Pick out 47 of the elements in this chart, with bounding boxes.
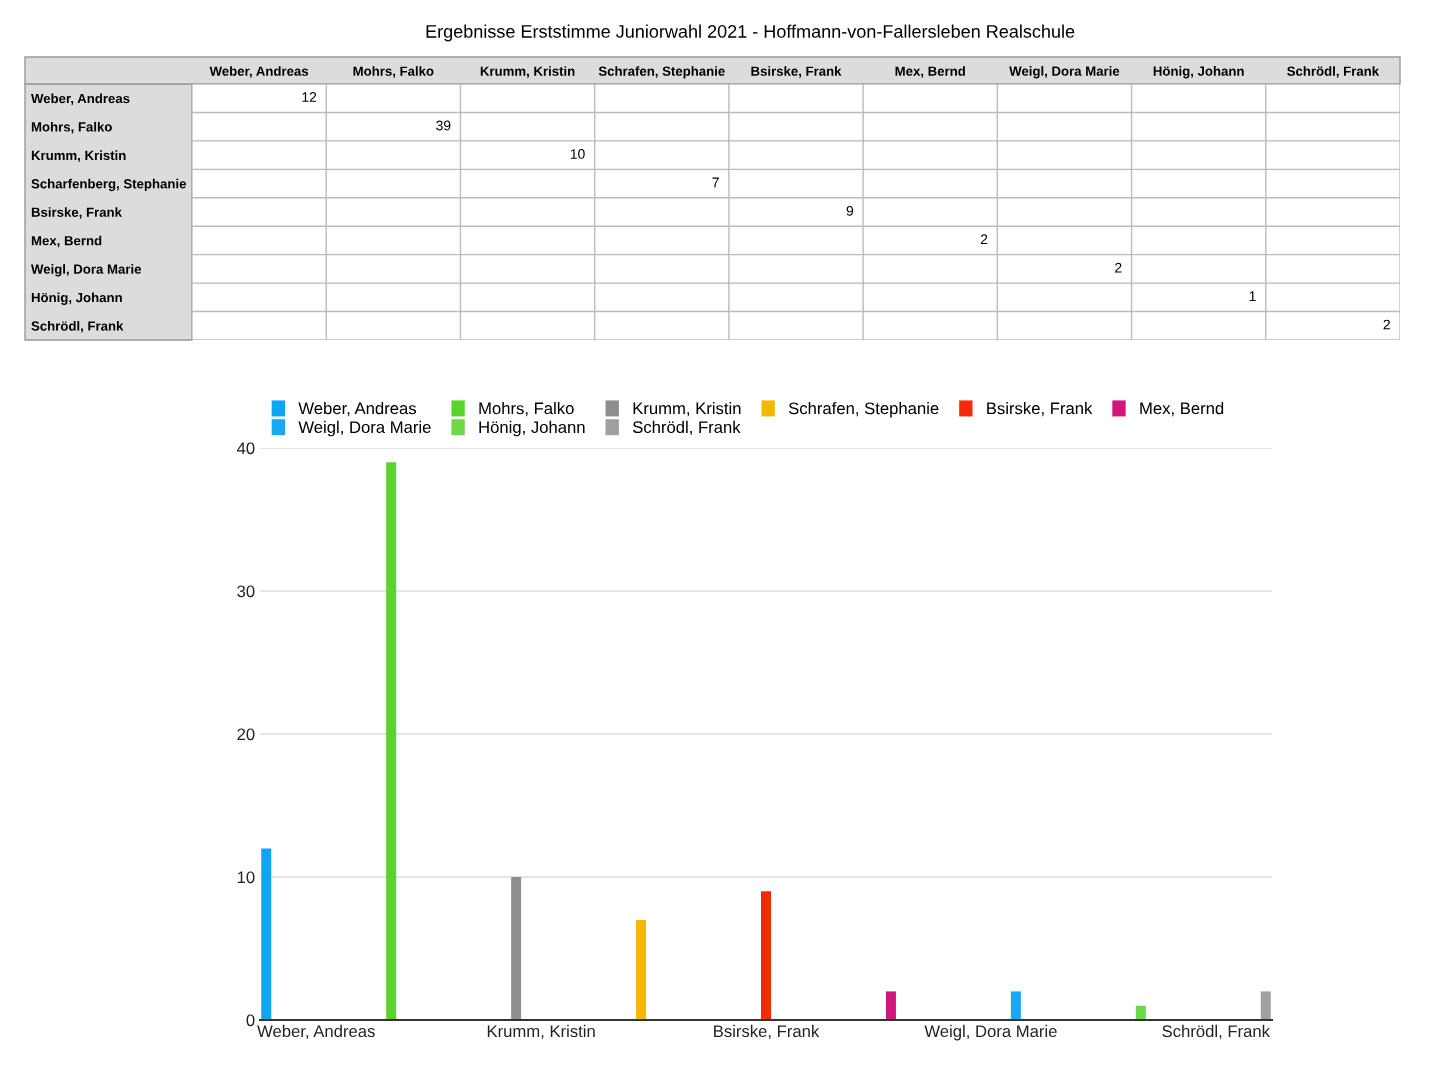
data-label: 2: [1115, 262, 1122, 273]
legend-label: Mex, Bernd: [1140, 402, 1224, 417]
data-label: 10: [570, 149, 585, 159]
y-tick-label: 10: [237, 871, 255, 884]
data-label: 2: [1383, 319, 1390, 330]
chart-title: Ergebnisse Erststimme Juniorwahl 2021 - Hoffmann-von-Fallersleben Realschule: [426, 24, 1075, 42]
x-tick-label: Schrödl, Frank: [1287, 66, 1380, 78]
y-tick-label: 30: [237, 585, 255, 598]
x-tick-label: Mex, Bernd: [895, 66, 965, 78]
x-tick-label: Schrödl, Frank: [1162, 1024, 1270, 1040]
x-tick-label: Bsirske, Frank: [714, 1024, 820, 1040]
y-tick-label: Weigl, Dora Marie: [31, 264, 142, 277]
x-tick-label: Weigl, Dora Marie: [924, 1024, 1057, 1041]
legend-label: Weber, Andreas: [298, 402, 417, 417]
data-label: 1: [1249, 291, 1256, 301]
y-tick-label: 40: [236, 442, 255, 455]
y-tick-label: 20: [237, 728, 255, 741]
legend-label: Schrafen, Stephanie: [788, 402, 939, 418]
y-tick-label: Mohrs, Falko: [31, 121, 112, 134]
x-tick-label: Weber, Andreas: [257, 1024, 375, 1040]
y-tick-label: Schrödl, Frank: [31, 321, 124, 333]
y-tick-label: Bsirske, Frank: [31, 207, 122, 219]
x-tick-label: Krumm, Kristin: [487, 1024, 595, 1040]
y-tick-label: Mex, Bernd: [31, 235, 102, 248]
x-tick-label: Krumm, Kristin: [480, 66, 575, 78]
legend-label: Mohrs, Falko: [479, 402, 574, 417]
y-tick-label: Weber, Andreas: [31, 93, 130, 106]
legend-label: Bsirske, Frank: [987, 402, 1093, 417]
y-tick-label: Krumm, Kristin: [31, 150, 126, 162]
data-label: 9: [846, 205, 854, 216]
x-tick-label: Schrafen, Stephanie: [598, 66, 725, 79]
legend-label: Hönig, Johann: [479, 420, 585, 437]
legend-label: Krumm, Kristin: [633, 402, 741, 417]
data-label: 7: [712, 177, 719, 188]
data-label: 39: [436, 120, 451, 131]
legend-label: Schrödl, Frank: [632, 420, 741, 436]
data-label: 2: [980, 234, 988, 245]
x-tick-label: Weber, Andreas: [209, 66, 309, 78]
data-label: 12: [302, 92, 317, 102]
y-tick-label: Scharfenberg, Stephanie: [31, 178, 186, 192]
x-tick-label: Mohrs, Falko: [353, 66, 434, 78]
y-tick-label: Hönig, Johann: [31, 292, 122, 305]
x-tick-label: Bsirske, Frank: [751, 66, 842, 78]
legend-label: Weigl, Dora Marie: [298, 420, 431, 437]
x-tick-label: Hönig, Johann: [1153, 66, 1244, 79]
x-tick-label: Weigl, Dora Marie: [1009, 66, 1120, 79]
y-tick-label: 0: [246, 1014, 255, 1027]
